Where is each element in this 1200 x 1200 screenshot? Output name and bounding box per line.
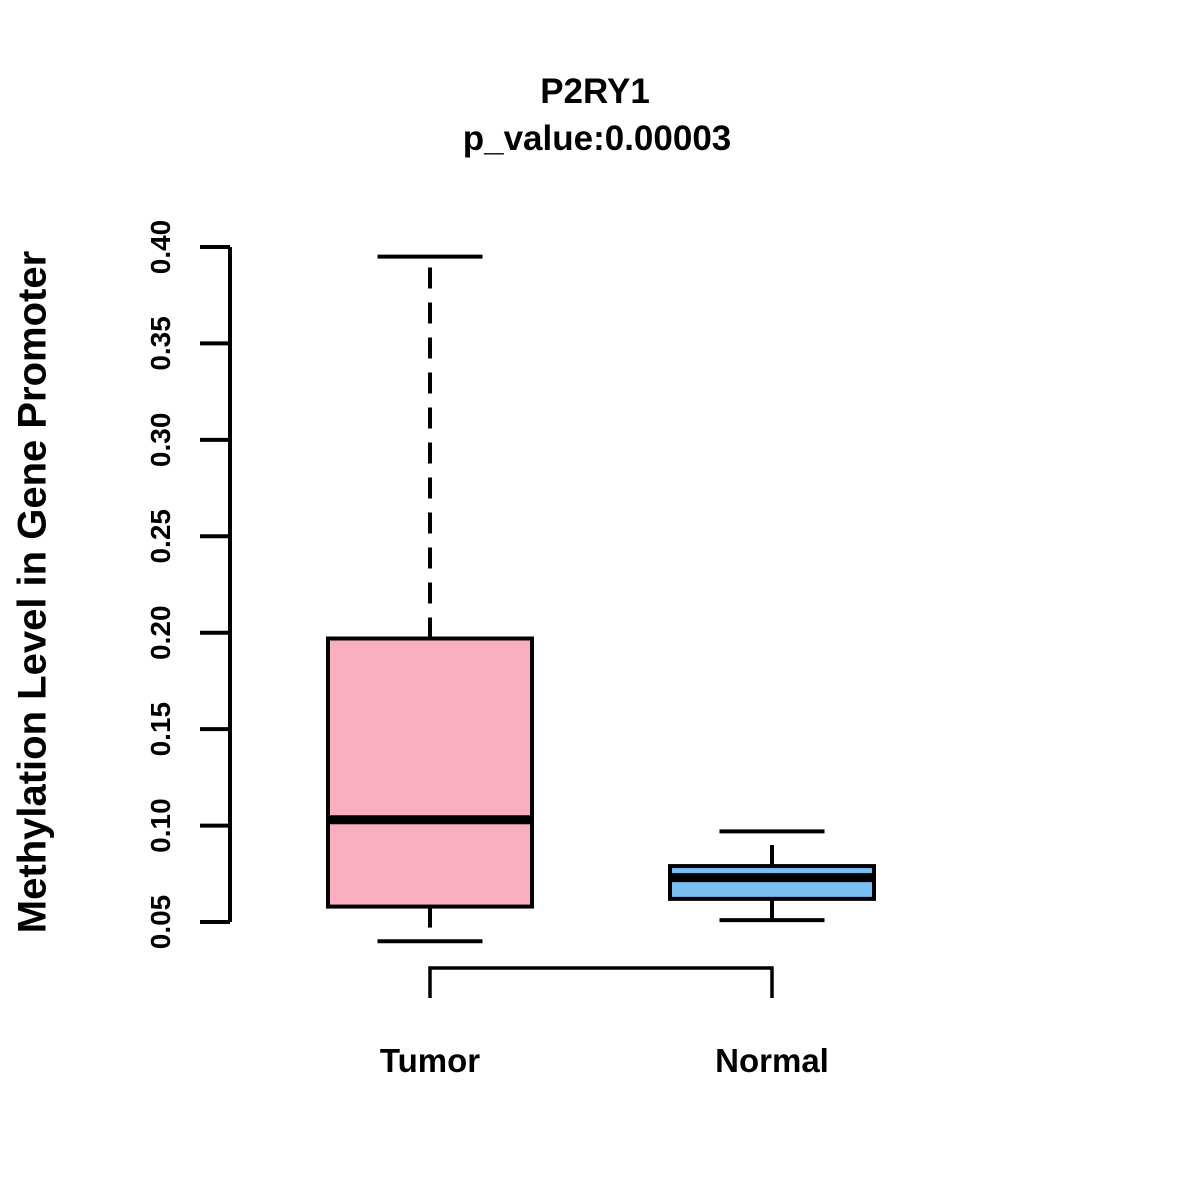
comparison-bracket: [428, 966, 774, 998]
y-tick-label: 0.05: [145, 895, 176, 950]
box-normal: [668, 864, 876, 901]
x-category-label: Normal: [715, 1042, 829, 1079]
y-tick-label: 0.15: [145, 702, 176, 757]
y-tick-label: 0.30: [145, 413, 176, 468]
y-tick-label: 0.35: [145, 316, 176, 371]
y-tick-label: 0.40: [145, 220, 176, 275]
box-tumor: [326, 636, 534, 909]
chart-subtitle: p_value:0.00003: [462, 119, 732, 158]
y-tick-label: 0.10: [145, 798, 176, 853]
y-tick-label: 0.25: [145, 509, 176, 564]
x-category-label: Tumor: [380, 1042, 480, 1079]
chart-title: P2RY1: [540, 72, 650, 111]
y-axis-label: Methylation Level in Gene Promoter: [10, 250, 55, 934]
y-tick-label: 0.20: [145, 605, 176, 660]
